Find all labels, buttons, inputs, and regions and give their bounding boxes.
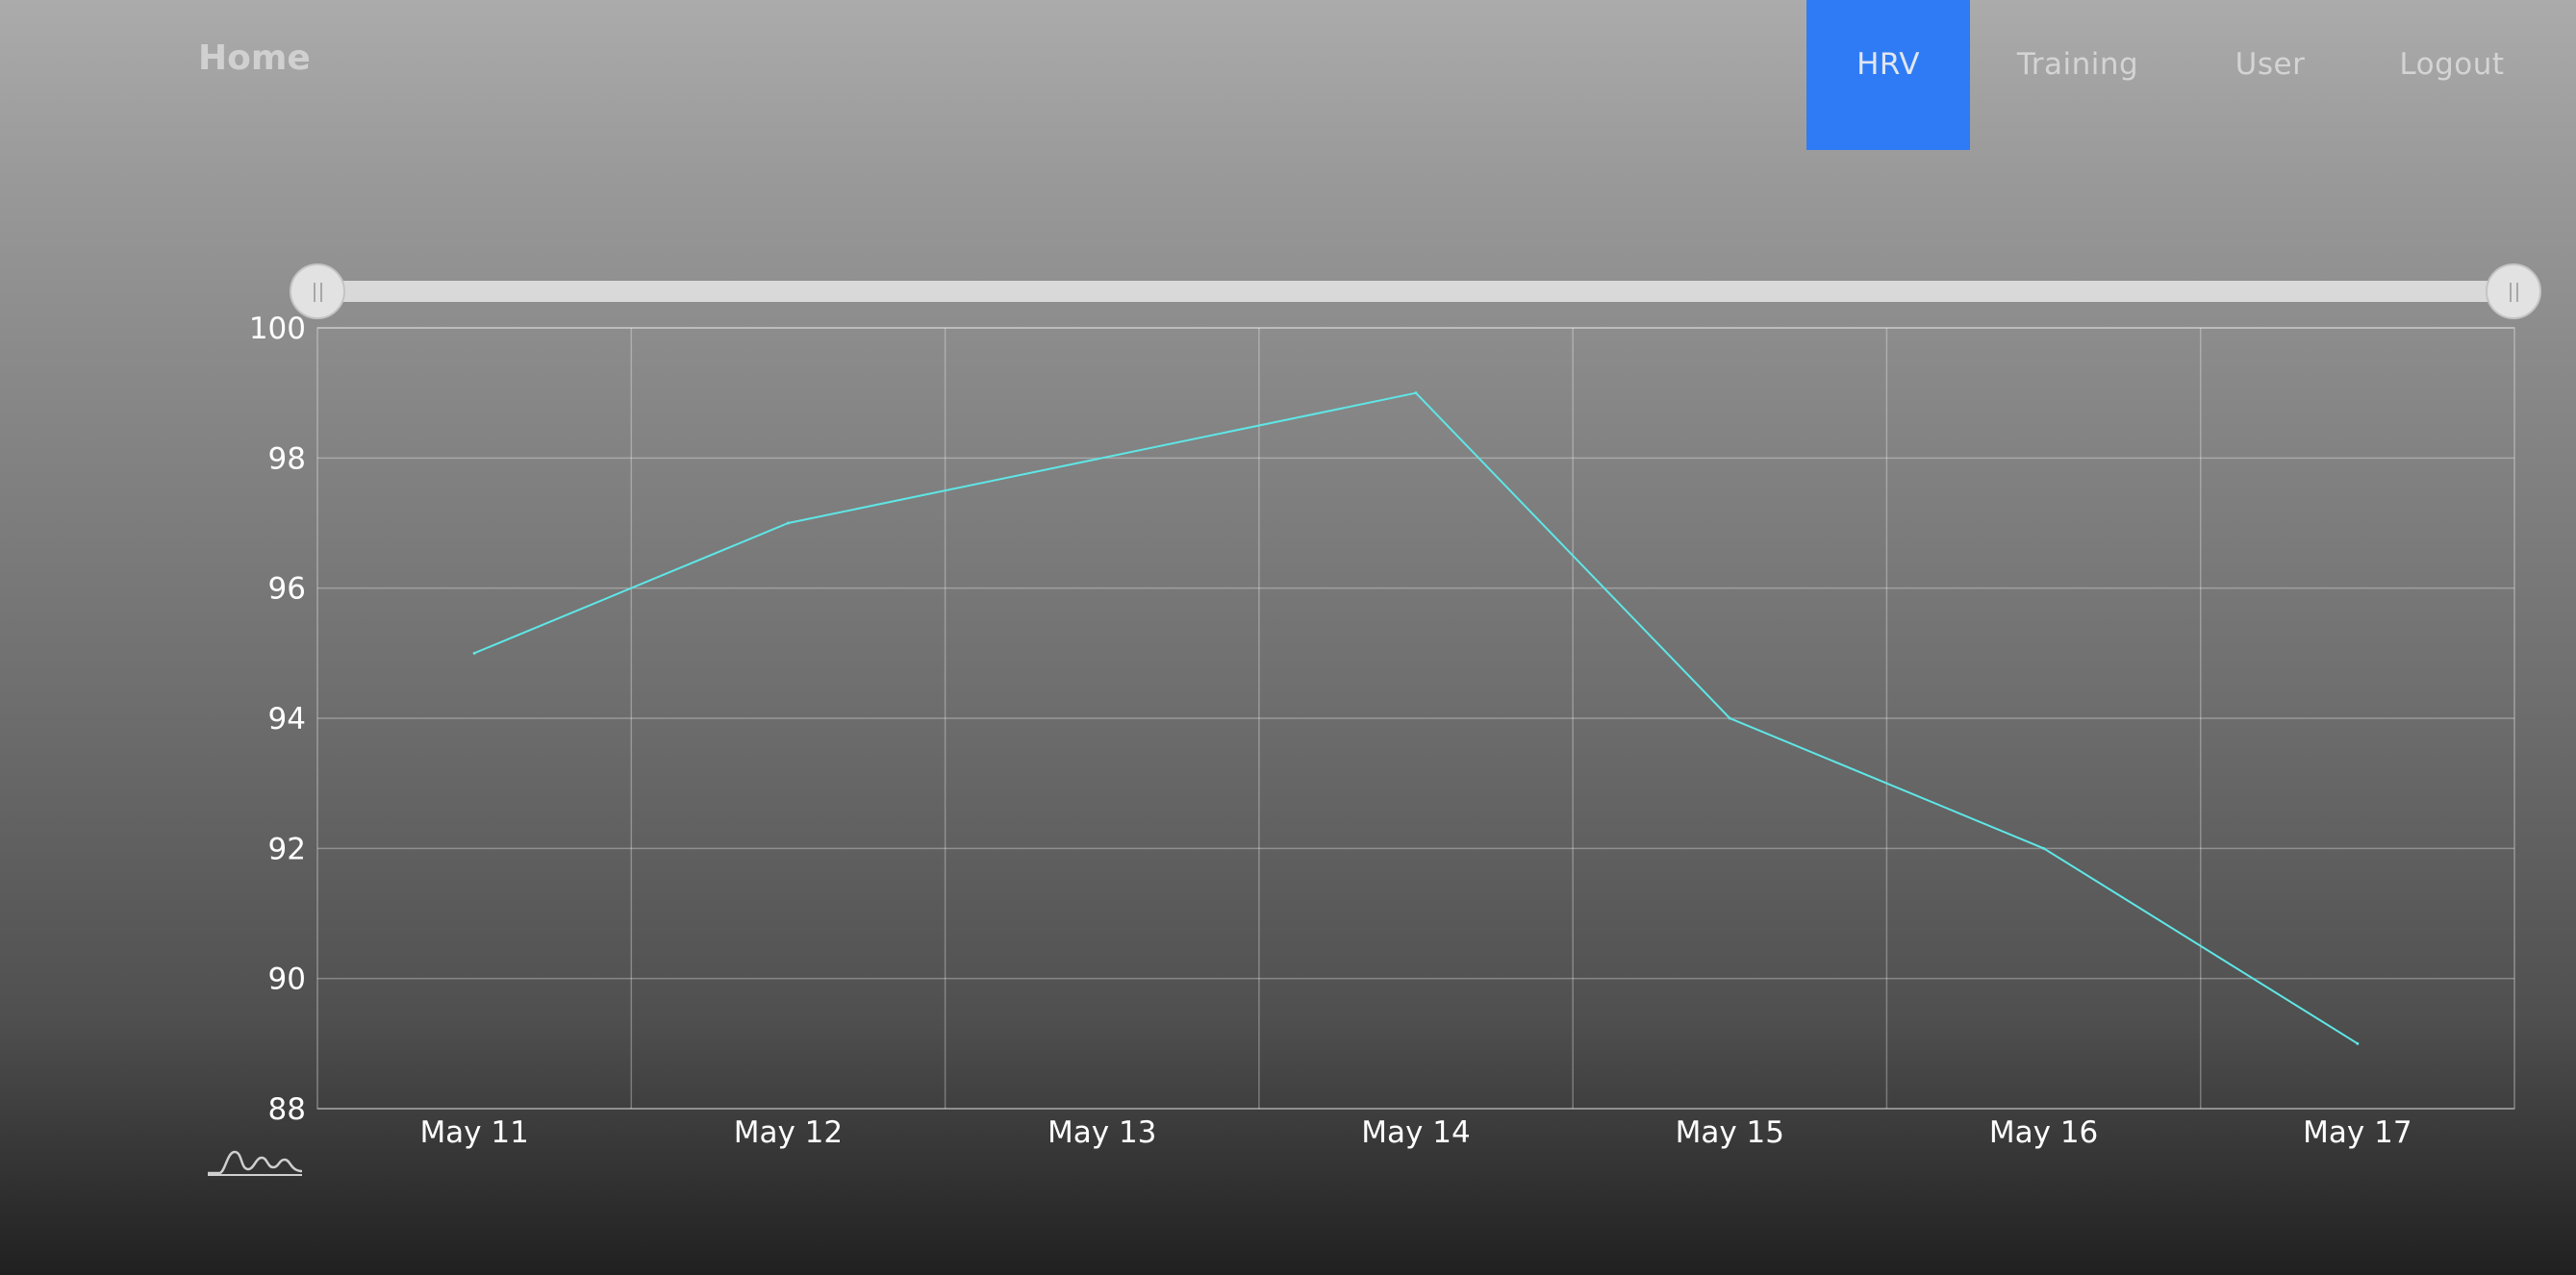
range-slider-end-handle[interactable] <box>2486 263 2541 319</box>
y-tick-label: 92 <box>268 832 306 866</box>
x-tick-label: May 16 <box>1989 1115 2098 1150</box>
top-nav: Home HRV Training User Logout <box>0 0 2576 150</box>
x-tick-label: May 14 <box>1361 1115 1470 1150</box>
y-tick-label: 96 <box>268 572 306 607</box>
chart-grid <box>316 327 2515 1110</box>
data-point <box>2042 846 2046 850</box>
home-link[interactable]: Home <box>198 38 311 78</box>
y-tick-label: 98 <box>268 441 306 476</box>
data-point <box>1728 716 1731 720</box>
y-tick-label: 94 <box>268 702 306 737</box>
nav-item-training[interactable]: Training <box>2016 47 2139 82</box>
data-point <box>2356 1041 2360 1045</box>
x-tick-label: May 12 <box>734 1115 843 1150</box>
data-point <box>472 651 476 655</box>
x-tick-label: May 11 <box>419 1115 528 1150</box>
x-tick-label: May 15 <box>1676 1115 1784 1150</box>
x-axis-ticks: May 11 May 12 May 13 May 14 May 15 May 16 May … <box>419 1115 2412 1150</box>
y-axis-ticks: 100 98 96 94 92 90 88 <box>249 312 306 1127</box>
range-slider-start-handle[interactable] <box>290 263 345 319</box>
y-tick-label: 100 <box>249 312 306 346</box>
nav-item-logout[interactable]: Logout <box>2399 47 2505 82</box>
y-tick-label: 88 <box>268 1092 306 1127</box>
data-point <box>786 521 790 525</box>
data-point <box>1414 391 1418 395</box>
heartbeat-wave-logo-icon <box>208 1150 303 1176</box>
x-tick-label: May 13 <box>1048 1115 1156 1150</box>
series-lines <box>472 391 2360 1045</box>
date-range-slider-track[interactable] <box>317 281 2514 302</box>
plot-frame <box>316 327 2515 1110</box>
series-line <box>473 391 2359 1045</box>
nav-item-hrv[interactable]: HRV <box>1806 0 1970 150</box>
y-tick-label: 90 <box>268 962 306 997</box>
x-tick-label: May 17 <box>2303 1115 2412 1150</box>
nav-item-user[interactable]: User <box>2235 47 2306 82</box>
